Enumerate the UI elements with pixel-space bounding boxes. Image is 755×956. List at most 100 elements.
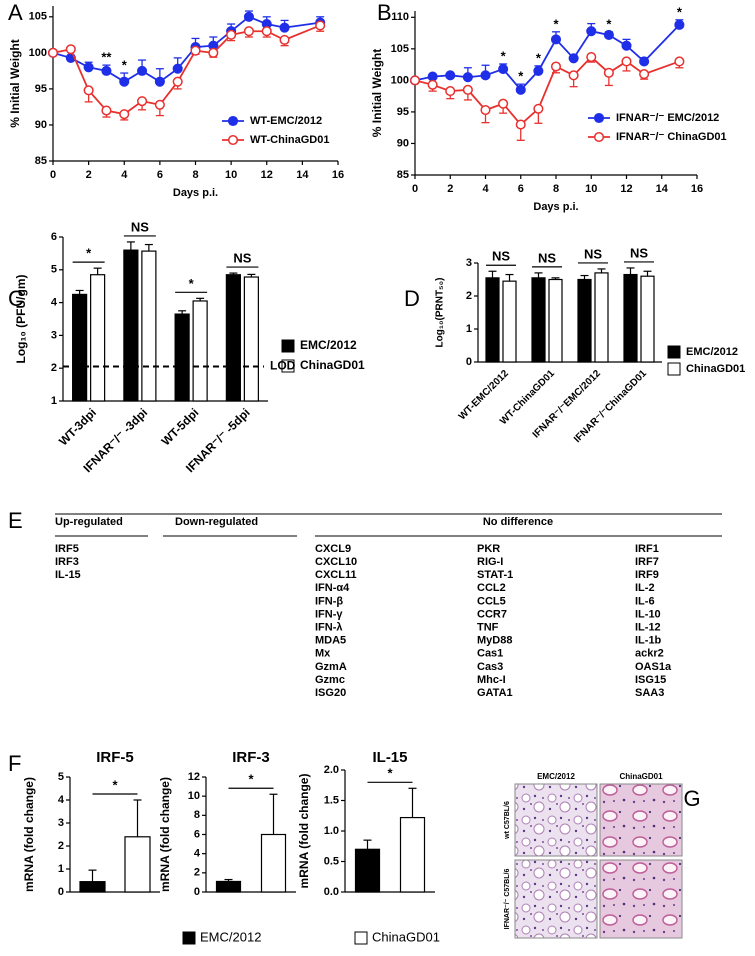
y-tick-label: 1.5 xyxy=(324,794,339,806)
table-cell: Cas3 xyxy=(477,661,503,673)
y-tick-label: 2.0 xyxy=(324,764,339,776)
data-point xyxy=(533,65,544,76)
data-point xyxy=(445,86,456,97)
legend-label: WT-EMC/2012 xyxy=(250,115,322,127)
table-cell: IL-6 xyxy=(635,595,655,607)
x-tick-label: 2 xyxy=(86,169,92,181)
legend-swatch xyxy=(667,362,681,376)
data-point xyxy=(550,61,562,72)
data-point xyxy=(172,63,183,74)
significance: * xyxy=(122,57,128,72)
histology-image xyxy=(599,859,683,939)
significance: * xyxy=(189,276,195,291)
chart-title: IL-15 xyxy=(372,749,407,766)
table-header: No difference xyxy=(483,516,553,528)
significance: NS xyxy=(538,250,556,265)
significance: NS xyxy=(131,219,149,234)
data-point xyxy=(154,99,165,110)
x-axis-label: Days p.i. xyxy=(533,201,578,213)
y-axis-label: mRNA (fold change) xyxy=(297,774,311,889)
table-header: Up-regulated xyxy=(55,516,123,528)
table-cell: CCL2 xyxy=(477,582,506,594)
x-tick-label: WT-5dpi xyxy=(159,405,202,448)
bar xyxy=(399,816,426,893)
significance: * xyxy=(86,246,92,261)
legend-swatch xyxy=(281,359,295,373)
chart-title: IRF-5 xyxy=(96,749,134,766)
x-tick-label: 2 xyxy=(447,183,453,195)
table-cell: Cas1 xyxy=(477,648,503,660)
significance: NS xyxy=(630,245,648,260)
data-point xyxy=(568,70,579,81)
table-cell: SAA3 xyxy=(635,687,664,699)
data-point xyxy=(137,65,148,76)
panel-label: D xyxy=(404,286,420,311)
legend-label: IFNAR⁻/⁻ ChinaGD01 xyxy=(616,131,727,143)
table-cell: GzmA xyxy=(315,661,347,673)
y-tick-label: 5 xyxy=(58,771,64,783)
bar xyxy=(640,275,655,363)
bar xyxy=(215,880,242,893)
bar xyxy=(192,300,208,402)
panel-label: C xyxy=(8,286,24,311)
y-axis-label: % Initial Weight xyxy=(370,49,384,137)
table-cell: IFN-λ xyxy=(315,622,343,634)
data-point xyxy=(639,69,650,80)
bar xyxy=(72,293,88,402)
y-tick-label: 95 xyxy=(35,83,47,95)
data-point xyxy=(674,19,685,30)
table-cell: IRF7 xyxy=(635,556,659,568)
bar xyxy=(623,273,638,363)
x-tick-label: 10 xyxy=(225,169,237,181)
data-point xyxy=(462,72,473,83)
panel-label: G xyxy=(683,786,700,811)
table-cell: GATA1 xyxy=(477,687,513,699)
table-cell: IL-1b xyxy=(635,635,662,647)
x-tick-label: 4 xyxy=(482,183,489,195)
legend-label: EMC/2012 xyxy=(200,929,261,944)
table-cell: IRF1 xyxy=(635,543,659,555)
data-point xyxy=(279,22,290,33)
panel-label: A xyxy=(8,0,23,25)
y-tick-label: 0.0 xyxy=(324,886,339,898)
data-point xyxy=(621,56,632,67)
y-tick-label: 6 xyxy=(51,231,57,243)
panel-label: B xyxy=(377,0,392,25)
y-tick-label: 110 xyxy=(391,11,409,23)
significance: * xyxy=(501,48,507,63)
reference-label: LOD xyxy=(270,359,296,373)
bar xyxy=(123,249,139,402)
y-axis-label: mRNA (fold change) xyxy=(22,777,36,892)
y-tick-label: 90 xyxy=(35,119,47,131)
y-tick-label: 85 xyxy=(397,169,409,181)
data-point xyxy=(119,109,130,120)
significance: * xyxy=(536,50,542,65)
x-tick-label: 8 xyxy=(192,169,198,181)
significance: * xyxy=(677,4,683,19)
bar xyxy=(90,274,106,402)
y-tick-label: 105 xyxy=(29,11,47,23)
data-point xyxy=(279,34,290,45)
y-tick-label: 1 xyxy=(466,323,472,335)
y-tick-label: 3 xyxy=(466,257,472,269)
y-tick-label: 6 xyxy=(194,828,200,840)
legend-swatch xyxy=(354,931,368,945)
table-cell: CXCL9 xyxy=(315,543,351,555)
x-tick-label: 14 xyxy=(656,183,669,195)
data-point xyxy=(154,76,165,87)
y-tick-label: 2 xyxy=(58,840,64,852)
data-point xyxy=(47,47,59,58)
x-tick-label: 4 xyxy=(121,169,128,181)
bar xyxy=(124,836,151,893)
table-cell: TNF xyxy=(477,622,499,634)
legend-marker xyxy=(227,115,239,127)
histology-image xyxy=(599,783,683,857)
data-point xyxy=(315,20,326,31)
bar xyxy=(354,848,381,893)
data-point xyxy=(515,119,526,130)
data-point xyxy=(603,67,614,78)
table-cell: CXCL10 xyxy=(315,556,357,568)
legend-swatch xyxy=(182,931,196,945)
table-cell: MyD88 xyxy=(477,635,512,647)
y-tick-label: 100 xyxy=(29,47,47,59)
